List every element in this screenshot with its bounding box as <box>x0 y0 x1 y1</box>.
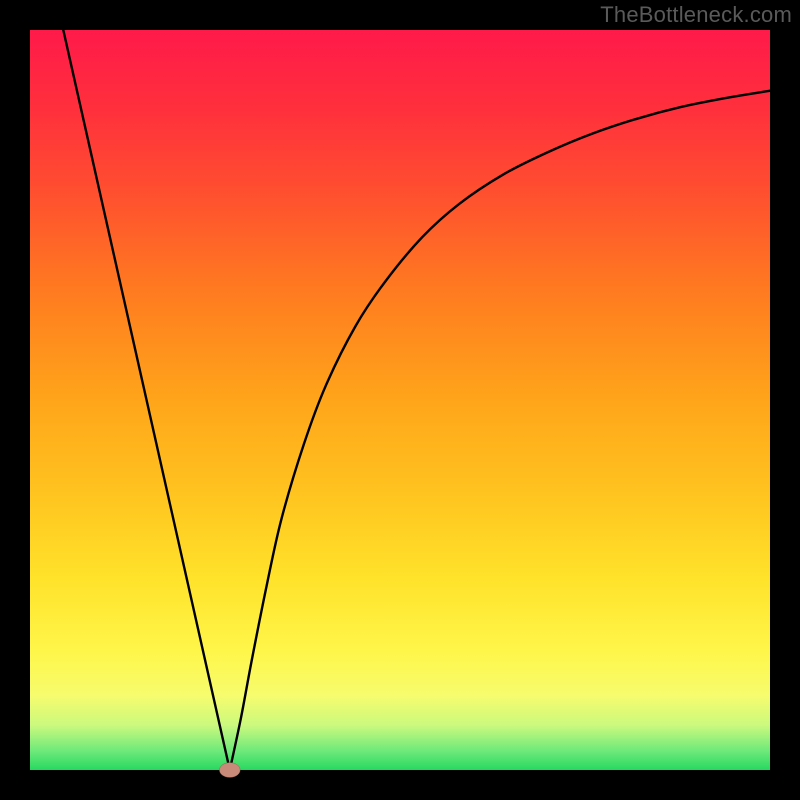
chart-frame: TheBottleneck.com <box>0 0 800 800</box>
optimal-point-marker <box>219 763 240 778</box>
plot-background <box>30 30 770 770</box>
watermark-text: TheBottleneck.com <box>600 2 792 28</box>
bottleneck-chart <box>0 0 800 800</box>
